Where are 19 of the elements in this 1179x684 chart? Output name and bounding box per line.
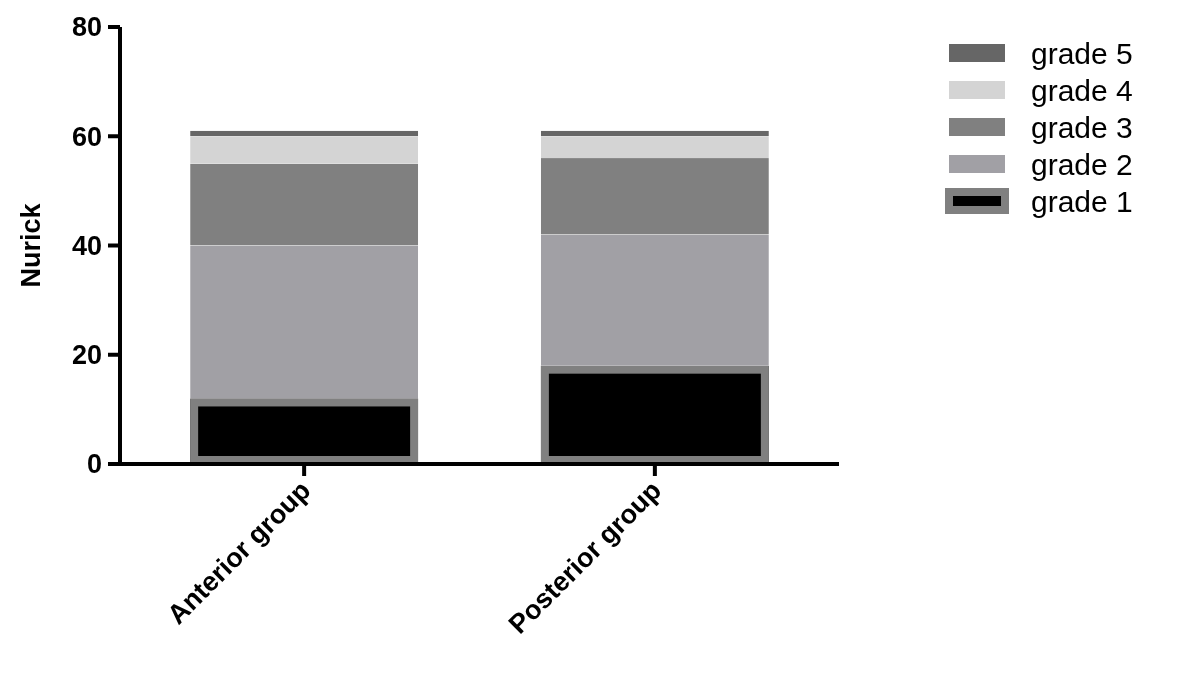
y-tick-label: 40 [71, 230, 102, 261]
legend-label: grade 2 [1031, 147, 1133, 181]
legend-label: grade 3 [1031, 110, 1133, 144]
bar [190, 163, 419, 246]
legend-label: grade 5 [1031, 36, 1133, 70]
bar [540, 136, 769, 159]
legend-label: grade 1 [1031, 184, 1133, 218]
y-tick-label: 0 [86, 449, 102, 480]
bar [540, 234, 769, 366]
bar [190, 136, 419, 164]
y-tick-label: 20 [71, 340, 102, 371]
y-tick-label: 80 [71, 12, 102, 43]
legend-label: grade 4 [1031, 73, 1133, 107]
bar [540, 130, 769, 137]
bar [190, 130, 419, 137]
y-axis-title: Nurick [16, 202, 46, 288]
y-tick-label: 60 [71, 121, 102, 152]
bar [190, 245, 419, 399]
bar [540, 158, 769, 235]
